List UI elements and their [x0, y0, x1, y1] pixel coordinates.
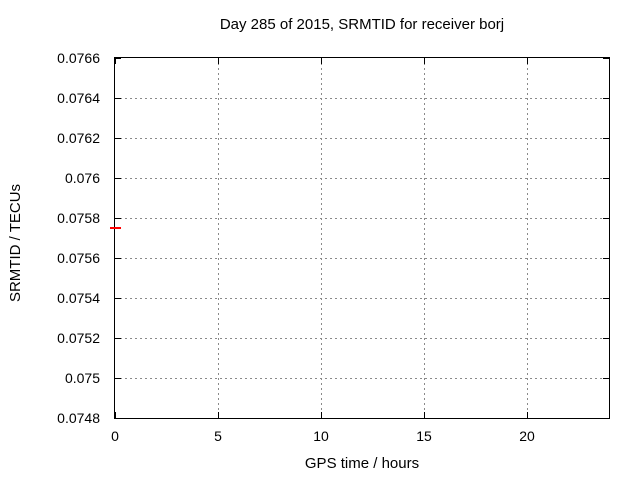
y-tick-left	[115, 338, 121, 339]
y-tick-left	[115, 58, 121, 59]
y-tick-label: 0.0756	[57, 250, 100, 266]
y-tick-label: 0.0764	[57, 90, 100, 106]
y-gridline	[115, 258, 609, 259]
y-tick-right	[603, 418, 609, 419]
y-gridline	[115, 378, 609, 379]
y-tick-label: 0.076	[64, 170, 100, 186]
x-tick-top	[218, 58, 219, 64]
x-tick-top	[424, 58, 425, 64]
y-tick-right	[603, 138, 609, 139]
x-tick-bottom	[115, 412, 116, 418]
y-tick-left	[115, 218, 121, 219]
data-point-marker	[110, 227, 121, 229]
x-tick-label: 5	[214, 428, 222, 444]
x-tick-bottom	[424, 412, 425, 418]
x-tick-bottom	[218, 412, 219, 418]
y-gridline	[115, 338, 609, 339]
y-tick-right	[603, 378, 609, 379]
y-tick-right	[603, 298, 609, 299]
y-tick-left	[115, 178, 121, 179]
x-axis-label: GPS time / hours	[304, 455, 420, 472]
y-tick-right	[603, 58, 609, 59]
y-tick-right	[603, 218, 609, 219]
y-tick-label: 0.0758	[57, 210, 100, 226]
y-tick-left	[115, 138, 121, 139]
x-tick-bottom	[527, 412, 528, 418]
x-gridline	[424, 58, 425, 418]
x-gridline	[527, 58, 528, 418]
y-tick-right	[603, 178, 609, 179]
y-tick-label: 0.0752	[57, 330, 100, 346]
y-gridline	[115, 138, 609, 139]
y-tick-left	[115, 298, 121, 299]
y-tick-label: 0.0766	[57, 50, 100, 66]
y-tick-label: 0.0762	[57, 130, 100, 146]
x-tick-label: 20	[519, 428, 535, 444]
y-tick-right	[603, 98, 609, 99]
plot-area	[110, 57, 610, 419]
y-tick-left	[115, 418, 121, 419]
x-tick-label: 15	[416, 428, 432, 444]
x-tick-top	[527, 58, 528, 64]
y-gridline	[115, 98, 609, 99]
y-tick-left	[115, 258, 121, 259]
chart-title: Day 285 of 2015, SRMTID for receiver bor…	[219, 16, 505, 33]
y-tick-left	[115, 98, 121, 99]
y-tick-label: 0.075	[64, 370, 100, 386]
x-gridline	[321, 58, 322, 418]
x-tick-label: 10	[313, 428, 329, 444]
x-tick-top	[321, 58, 322, 64]
x-tick-label: 0	[111, 428, 119, 444]
y-gridline	[115, 298, 609, 299]
x-tick-bottom	[321, 412, 322, 418]
y-tick-label: 0.0754	[57, 290, 100, 306]
y-tick-right	[603, 338, 609, 339]
y-gridline	[115, 218, 609, 219]
x-gridline	[218, 58, 219, 418]
y-tick-left	[115, 378, 121, 379]
x-tick-top	[115, 58, 116, 64]
y-tick-right	[603, 258, 609, 259]
y-tick-label: 0.0748	[57, 410, 100, 426]
y-gridline	[115, 178, 609, 179]
